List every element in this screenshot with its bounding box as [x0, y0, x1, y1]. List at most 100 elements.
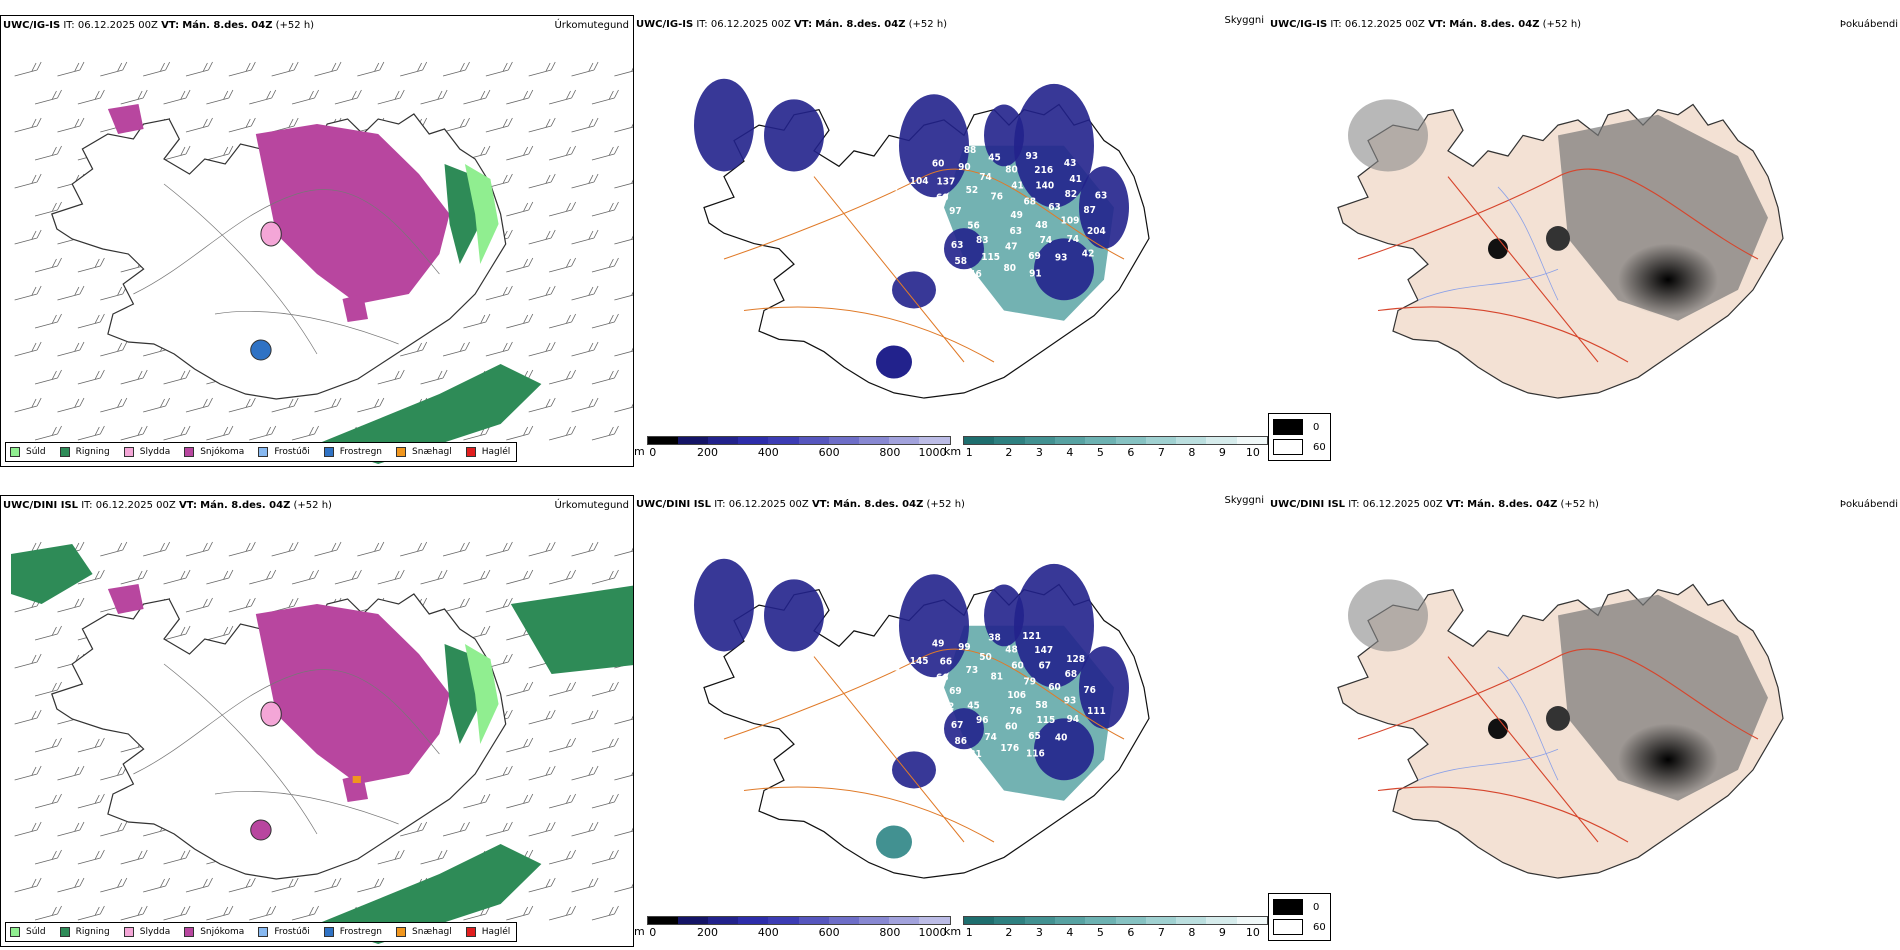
cloud-base-value: 74	[1040, 236, 1053, 246]
it-label: IT:	[696, 19, 708, 30]
vt-value: Mán. 8.des. 04Z	[1467, 499, 1558, 510]
cloud-base-value: 73	[966, 666, 979, 676]
cloud-base-value: 74	[979, 173, 992, 183]
lead-time: (+52 h)	[275, 20, 315, 31]
fog-spot	[1488, 238, 1508, 259]
cloud-base-value: 69	[949, 687, 962, 697]
colorbar-segment	[1145, 437, 1177, 444]
colorbar-segment	[647, 917, 678, 924]
cloud-map[interactable]: 106 45 81 76 69 79 96 73 58 112 60 60 66 60 67 50 115 120…	[634, 513, 1268, 925]
it-label: IT:	[81, 500, 93, 511]
map-group: 49 56 76 63 97 68 83 52 48 51 41 47 60 63 63 74 74 50 140 1…	[694, 78, 1150, 399]
cloud-base-value: 115	[1037, 716, 1056, 726]
legend-item: Rigning	[59, 447, 110, 457]
vt-value: Mán. 8.des. 04Z	[833, 499, 924, 510]
cloud-base-value: 83	[976, 236, 989, 246]
cloud-base-value: 79	[1023, 678, 1036, 688]
cloud-base-value: 58	[954, 257, 967, 267]
cloud-base-value: 88	[964, 146, 977, 156]
precip-map[interactable]	[1, 34, 633, 466]
model-name: UWC/DINI ISL	[1270, 499, 1346, 510]
fog-map[interactable]	[1268, 513, 1900, 925]
legend-swatch	[258, 447, 269, 457]
cloud-base-area	[1014, 83, 1094, 208]
snow-area	[342, 774, 368, 802]
colorbar-tick-label: 3	[1035, 926, 1043, 939]
cloud-base-value: 60	[936, 193, 949, 203]
it-value: 06.12.2025 00Z	[1344, 19, 1425, 30]
cloud-base-value: 66	[936, 673, 949, 683]
cloud-base-value: 121	[1022, 632, 1041, 642]
cloud-base-value: 48	[1005, 645, 1018, 655]
cloud-base-value: 100	[920, 237, 939, 247]
cloud-base-value: 43	[1064, 159, 1077, 169]
it-label: IT:	[63, 20, 75, 31]
panel-title: Skyggni	[1224, 15, 1264, 26]
colorbar-tick-label: 200	[697, 926, 719, 939]
legend-item: Rigning	[59, 927, 110, 937]
colorbar-segment	[1176, 437, 1207, 444]
cloud-base-value: 204	[1087, 227, 1106, 237]
legend-swatch	[184, 927, 195, 937]
vt-label: VT:	[811, 499, 830, 510]
vt-label: VT:	[794, 19, 813, 30]
cloud-base-area	[1079, 646, 1129, 729]
colorbar-segment	[1085, 437, 1116, 444]
precip-legend: Súld Rigning Slydda Snjókoma Frostúði Fr…	[5, 442, 518, 462]
cloud-base-value: 140	[1035, 181, 1054, 191]
vt-value: Mán. 8.des. 04Z	[182, 20, 273, 31]
legend-item: Snjókoma	[184, 927, 244, 937]
colorbar-km-ticks: 1 2 3 4 5 6 7 8 9 10	[963, 926, 1268, 939]
cloud-base-value: 137	[937, 177, 956, 187]
precip-panel-row2: UWC/DINI ISL IT: 06.12.2025 00Z VT: Mán.…	[0, 495, 634, 947]
precip-map[interactable]	[1, 514, 633, 946]
legend-item: Frostregn	[323, 927, 382, 937]
colorbar-tick-label: 400	[757, 926, 779, 939]
fog-core	[1618, 723, 1718, 796]
colorbar-m	[646, 916, 951, 925]
roads	[723, 168, 1125, 363]
fog-panel-row1: UWC/IG-IS IT: 06.12.2025 00Z VT: Mán. 8.…	[1268, 15, 1900, 467]
cloud-base-area	[694, 558, 754, 652]
colorbar-tick-label: 600	[818, 446, 840, 459]
cloud-base-value: 68	[1065, 670, 1078, 680]
cloud-base-area	[984, 584, 1024, 647]
cloud-base-value: 60	[1005, 723, 1018, 733]
cloud-base-area	[1034, 718, 1094, 781]
vt-label: VT:	[178, 500, 197, 511]
fog-legend-swatch	[1273, 919, 1303, 935]
cloud-base-area	[876, 345, 912, 379]
cloud-base-value: 91	[1029, 270, 1042, 280]
cloud-base-area	[1079, 166, 1129, 249]
panel-title: Úrkomutegund	[554, 20, 629, 31]
cloud-base-area	[876, 825, 912, 859]
cloud-base-value: 67	[951, 721, 964, 731]
fog-map-canvas	[1337, 579, 1784, 879]
legend-label: Snjókoma	[200, 927, 245, 937]
cloud-base-value: 41	[1011, 182, 1024, 192]
colorbar-segment	[889, 917, 920, 924]
colorbar-segment	[994, 437, 1025, 444]
colorbar-tick-label: 6	[1127, 446, 1135, 459]
drizzle-area	[464, 644, 499, 744]
it-value: 06.12.2025 00Z	[1362, 499, 1443, 510]
colorbar-tick-label: 200	[697, 446, 719, 459]
colorbar-m	[646, 436, 951, 445]
colorbar-segment	[768, 917, 799, 924]
legend-swatch	[184, 447, 195, 457]
cloud-base-area	[764, 579, 824, 652]
cloud-base-value: 58	[922, 732, 935, 742]
legend-item: Haglél	[465, 447, 510, 457]
cloud-base-value: 76	[1010, 707, 1023, 717]
cloud-base-area	[944, 708, 984, 750]
cloud-base-value: 42	[1082, 249, 1095, 259]
cloud-base-value: 58	[1035, 701, 1048, 711]
cloud-base-value: 99	[958, 643, 971, 653]
cloud-base-value: 87	[888, 183, 901, 193]
colorbar-tick-label: 8	[1188, 926, 1196, 939]
snow-area	[107, 104, 144, 134]
panel-title: Þokuábendi	[1839, 19, 1898, 30]
fog-map[interactable]	[1268, 33, 1900, 445]
cloud-map[interactable]: 49 56 76 63 97 68 83 52 48 51 41 47 60 63 63 74 74 50 140 1…	[634, 33, 1268, 445]
fog-spot	[1546, 226, 1570, 251]
